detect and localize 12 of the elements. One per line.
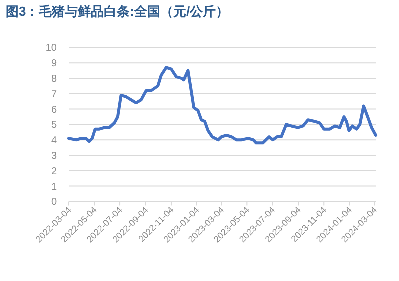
y-tick-label: 4: [51, 136, 58, 147]
y-tick-label: 7: [51, 89, 58, 100]
y-tick-label: 2: [51, 166, 58, 178]
y-tick-label: 0: [51, 197, 58, 208]
y-tick-label: 9: [51, 58, 58, 70]
y-tick-label: 5: [51, 120, 58, 132]
y-tick-label: 10: [46, 43, 58, 54]
title: 图3：毛猪与鲜品白条:全国（元/公斤）: [6, 4, 230, 19]
y-tick-label: 3: [51, 151, 58, 162]
y-tick-label: 8: [51, 74, 58, 85]
y-tick-label: 6: [51, 104, 58, 116]
y-tick-label: 1: [51, 182, 58, 193]
